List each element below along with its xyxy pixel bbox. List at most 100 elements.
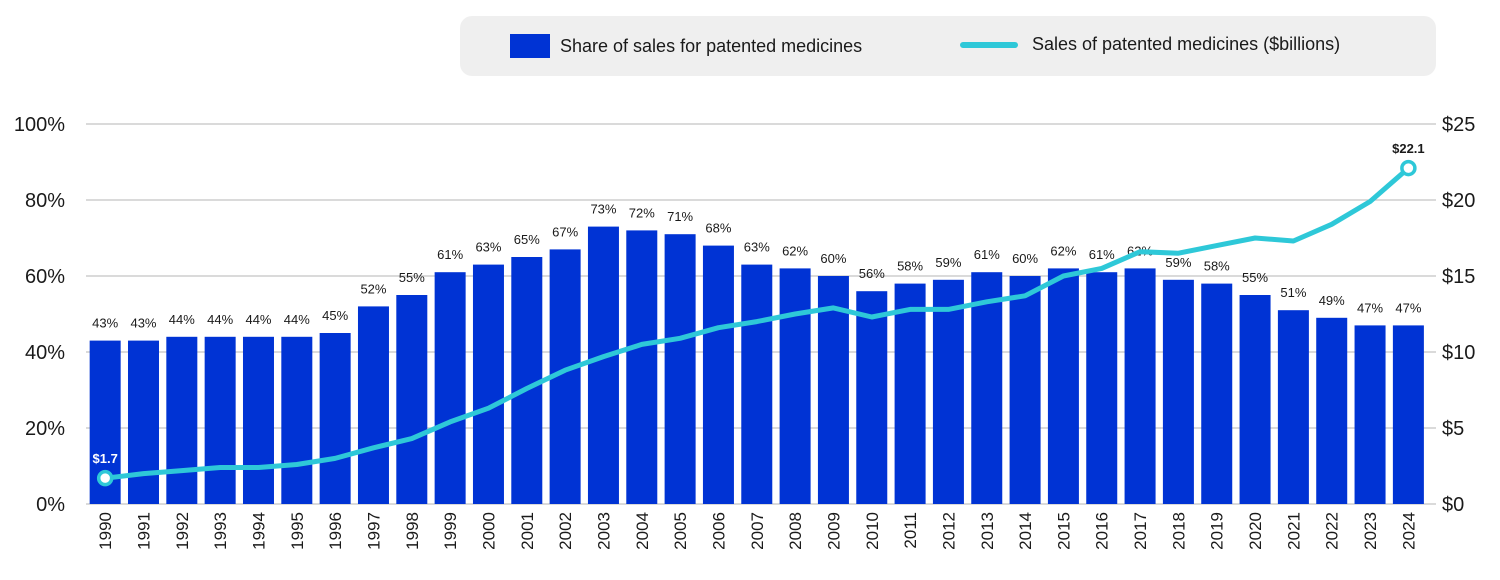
bar-value-label: 63% [475, 240, 501, 255]
bar-value-label: 44% [284, 312, 310, 327]
bar [741, 264, 773, 504]
x-tick-label: 2020 [1246, 512, 1265, 550]
bar-value-label: 58% [1204, 259, 1230, 274]
bar [664, 234, 696, 504]
line-point-marker [1400, 159, 1417, 177]
x-tick-label: 2009 [824, 512, 843, 550]
bar [1047, 268, 1079, 504]
bar-value-label: 71% [667, 209, 693, 224]
x-tick-label: 1991 [134, 512, 153, 550]
y-left-tick-label: 60% [25, 266, 65, 288]
x-tick-label: 2012 [939, 512, 958, 550]
x-tick-label: 2015 [1054, 512, 1073, 550]
bar [932, 279, 964, 504]
line-point-label: $1.7 [93, 451, 118, 466]
legend-line-swatch [960, 41, 1018, 48]
legend-bar-label: Share of sales for patented medicines [560, 35, 863, 56]
bar-value-label: 58% [897, 259, 923, 274]
bar-value-label: 43% [92, 316, 118, 331]
x-tick-label: 1990 [96, 512, 115, 550]
bar-value-label: 72% [629, 205, 655, 220]
bar-value-label: 62% [1050, 243, 1076, 258]
bar-value-label: 44% [245, 312, 271, 327]
line-series: $1.7 $22.1 [93, 141, 1425, 487]
legend-item-share: Share of sales for patented medicines [510, 34, 862, 58]
bar [971, 272, 1003, 504]
y-left-tick-label: 100% [14, 114, 65, 136]
x-tick-label: 2002 [556, 512, 575, 550]
bar-value-label: 65% [514, 232, 540, 247]
bar-value-label: 56% [859, 266, 885, 281]
bar [204, 336, 236, 504]
x-tick-label: 1999 [441, 512, 460, 550]
bar-value-label: 45% [322, 308, 348, 323]
x-tick-label: 2013 [978, 512, 997, 550]
legend-item-sales: Sales of patented medicines ($billions) [960, 34, 1340, 55]
x-tick-label: 2018 [1169, 512, 1188, 550]
bar-value-label: 60% [1012, 251, 1038, 266]
sales-line [102, 165, 1411, 481]
bar [1392, 325, 1424, 504]
y-left-tick-label: 0% [36, 494, 65, 516]
bar-value-label: 47% [1395, 300, 1421, 315]
bar [1316, 317, 1348, 504]
axes: 0% 20% 40% 60% 80% 100% $0 $5 $10 $15 $20 $25 1990 19… [14, 114, 1476, 550]
bar [319, 333, 351, 504]
bar-value-label: 43% [130, 316, 156, 331]
bar [472, 264, 504, 504]
y-left-tick-label: 80% [25, 190, 65, 212]
y-right-tick-label: $5 [1442, 418, 1464, 440]
bar-value-label: 61% [437, 247, 463, 262]
x-tick-label: 2004 [633, 512, 652, 550]
bar [856, 291, 888, 504]
x-tick-label: 2006 [709, 512, 728, 550]
bar [396, 295, 428, 504]
y-right-tick-label: $20 [1442, 190, 1475, 212]
bar-value-label: 55% [1242, 270, 1268, 285]
x-tick-label: 2022 [1323, 512, 1342, 550]
x-tick-label: 1995 [288, 512, 307, 550]
bar [894, 283, 926, 504]
bar [1162, 279, 1194, 504]
bar-value-label: 73% [590, 202, 616, 217]
y-right-tick-label: $25 [1442, 114, 1475, 136]
y-left-tick-label: 20% [25, 418, 65, 440]
bar-value-label: 63% [744, 240, 770, 255]
y-right-tick-label: $15 [1442, 266, 1475, 288]
bar-value-label: 61% [1089, 247, 1115, 262]
x-tick-label: 2016 [1093, 512, 1112, 550]
bar-value-label: 47% [1357, 300, 1383, 315]
bar [626, 230, 658, 504]
bar-value-label: 60% [820, 251, 846, 266]
x-tick-label: 1998 [403, 512, 422, 550]
bar [1086, 272, 1118, 504]
x-tick-label: 2024 [1399, 512, 1418, 550]
bar-value-label: 61% [974, 247, 1000, 262]
chart-legend: Share of sales for patented medicines Sa… [460, 16, 1436, 76]
x-tick-label: 1992 [173, 512, 192, 550]
bar-value-label: 44% [207, 312, 233, 327]
x-tick-label: 2010 [863, 512, 882, 550]
bar [1277, 310, 1309, 504]
bar-value-label: 68% [705, 221, 731, 236]
x-tick-label: 2019 [1208, 512, 1227, 550]
bar-value-label: 52% [360, 281, 386, 296]
x-tick-label: 1997 [364, 512, 383, 550]
bar-value-label: 62% [782, 243, 808, 258]
line-point-marker [96, 469, 114, 487]
bar [1124, 268, 1156, 504]
x-tick-label: 2005 [671, 512, 690, 550]
x-tick-label: 2007 [748, 512, 767, 550]
x-tick-label: 2003 [594, 512, 613, 550]
bar-value-label: 59% [1165, 255, 1191, 270]
bar [817, 276, 849, 504]
bar [281, 336, 313, 504]
y-right-tick-label: $10 [1442, 342, 1475, 364]
legend-bar-swatch [510, 34, 550, 58]
line-point-label: $22.1 [1392, 141, 1425, 156]
x-tick-label: 2021 [1284, 512, 1303, 550]
bar-value-label: 44% [169, 312, 195, 327]
bar-value-label: 67% [552, 224, 578, 239]
bar [127, 340, 159, 504]
